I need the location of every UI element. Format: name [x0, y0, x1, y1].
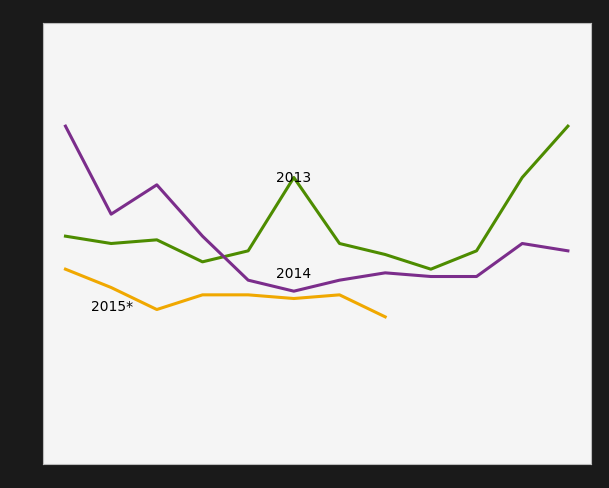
Text: 2015*: 2015* — [91, 299, 133, 313]
Text: 2014: 2014 — [275, 266, 311, 280]
Text: 2013: 2013 — [275, 171, 311, 185]
